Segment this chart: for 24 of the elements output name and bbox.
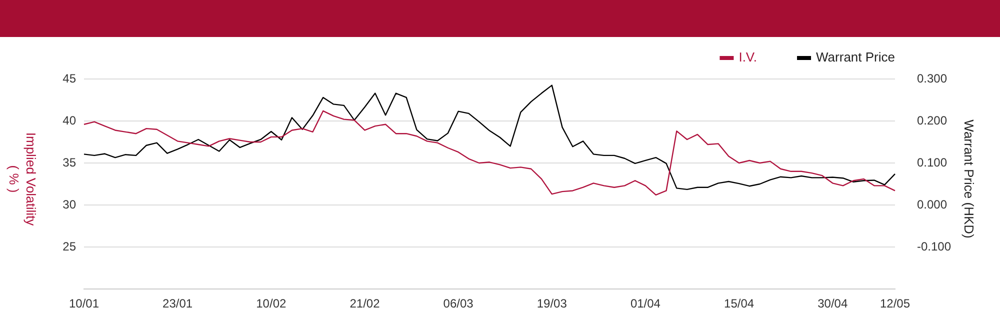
legend-label: I.V. [738,50,758,65]
y-tick-label: 25 [62,239,76,254]
x-tick-label: 12/05 [880,296,910,311]
x-tick-label: 10/02 [256,296,286,311]
y-tick-label: 40 [62,113,76,128]
y2-tick-label: -0.100 [917,239,952,254]
y-tick-label: 45 [62,71,76,86]
y2-tick-label: 0.100 [917,155,948,170]
x-tick-label: 10/01 [68,296,100,311]
y-tick-label: 30 [62,197,76,212]
x-tick-label: 01/04 [630,296,661,311]
y-axis-title: Implied Volatility ( % ) [6,132,38,226]
y2-tick-label: 0.000 [917,197,948,212]
y-tick-label: 35 [62,155,76,170]
y2-tick-label: 0.300 [917,71,948,86]
x-tick-label: 15/04 [724,296,754,311]
legend-label: Warrant Price [816,50,896,65]
x-tick-label: 21/02 [350,296,380,311]
x-tick-label: 06/03 [443,296,474,311]
y2-axis-title: Warrant Price (HKD) [961,120,976,238]
x-tick-label: 19/03 [536,296,568,311]
x-tick-label: 30/04 [818,296,848,311]
y2-tick-label: 0.200 [917,113,948,128]
x-tick-label: 23/01 [162,296,193,311]
